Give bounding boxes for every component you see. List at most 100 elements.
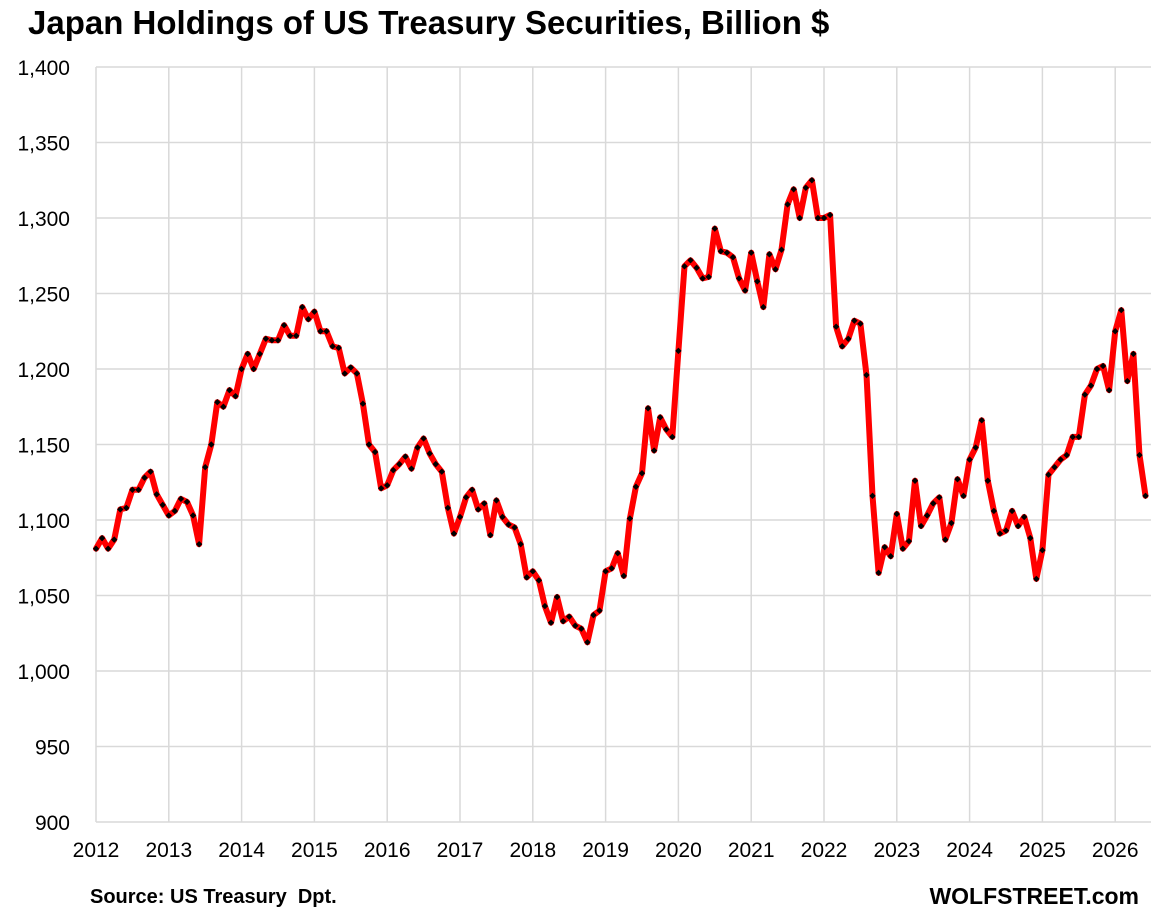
x-tick-label: 2019	[582, 839, 629, 862]
data-point	[111, 536, 118, 543]
data-point	[948, 519, 955, 527]
data-point	[735, 275, 743, 282]
data-point	[305, 315, 312, 323]
data-point	[863, 371, 870, 379]
data-point	[195, 540, 203, 548]
data-point	[1118, 306, 1125, 314]
brand-label: WOLFSTREET.com	[929, 883, 1139, 909]
data-point	[177, 495, 185, 503]
data-point	[541, 602, 549, 610]
data-point	[1057, 456, 1064, 463]
data-point	[796, 214, 803, 222]
x-tick-label: 2023	[873, 839, 920, 862]
data-point	[954, 476, 961, 483]
data-point	[104, 545, 112, 552]
data-point	[250, 365, 257, 373]
data-point	[262, 335, 270, 342]
data-point	[808, 177, 816, 184]
data-point	[990, 507, 998, 515]
data-point	[741, 287, 749, 294]
data-point	[511, 524, 518, 531]
data-point	[1063, 451, 1070, 459]
data-point	[930, 500, 937, 507]
data-point	[371, 448, 379, 456]
data-point	[978, 417, 985, 424]
data-point	[353, 370, 361, 377]
data-point	[1136, 451, 1143, 459]
x-axis-ticks: 2012 2013 2014 2015 2016 2017 2018 2019 2020 2021…	[73, 839, 1139, 862]
data-point	[693, 264, 700, 272]
data-point	[705, 273, 712, 281]
data-point	[171, 507, 179, 515]
data-point	[681, 263, 688, 270]
x-tick-label: 2020	[655, 839, 702, 862]
y-tick-label: 1,200	[17, 359, 70, 382]
data-point	[584, 639, 591, 646]
data-point	[960, 492, 967, 500]
data-point	[189, 512, 197, 519]
data-point	[875, 569, 882, 577]
x-tick-label: 2014	[218, 839, 265, 862]
data-point	[414, 444, 421, 451]
data-point	[899, 545, 907, 552]
data-point	[596, 607, 603, 614]
data-point	[572, 622, 579, 629]
data-point	[717, 248, 725, 255]
data-point	[663, 426, 670, 433]
data-point	[165, 512, 172, 519]
y-tick-label: 1,350	[17, 133, 70, 156]
data-point	[462, 494, 470, 501]
data-point	[1021, 513, 1028, 521]
data-point	[347, 364, 354, 371]
data-point	[602, 568, 609, 575]
y-tick-label: 1,400	[17, 57, 70, 80]
data-point	[365, 441, 373, 448]
data-point	[390, 466, 397, 474]
data-point	[1002, 527, 1010, 534]
y-tick-label: 1,250	[17, 284, 70, 307]
y-tick-label: 950	[35, 737, 70, 760]
data-point	[578, 625, 585, 632]
data-point	[1087, 382, 1095, 389]
data-point	[481, 500, 488, 507]
data-point	[505, 521, 512, 528]
data-point	[220, 403, 227, 410]
data-point	[996, 530, 1004, 537]
data-point	[129, 486, 136, 493]
series-line	[93, 177, 1149, 646]
y-tick-label: 1,100	[17, 510, 70, 533]
data-point	[917, 522, 925, 530]
data-point	[1099, 362, 1107, 370]
data-point	[208, 441, 215, 448]
x-tick-label: 2026	[1092, 839, 1139, 862]
data-point	[857, 320, 864, 327]
data-point	[226, 386, 233, 394]
data-point	[1045, 471, 1052, 478]
data-point	[202, 463, 209, 471]
data-point	[529, 568, 536, 575]
data-point	[487, 531, 494, 539]
data-point	[936, 494, 943, 501]
data-point	[329, 343, 336, 350]
data-point	[335, 344, 342, 352]
data-point	[402, 453, 409, 460]
data-point	[784, 201, 791, 208]
data-point	[1033, 575, 1040, 583]
data-point	[438, 468, 445, 475]
data-point	[845, 335, 852, 342]
data-point	[905, 537, 913, 545]
data-point	[450, 530, 458, 537]
x-tick-label: 2016	[364, 839, 411, 862]
data-point	[1105, 386, 1113, 394]
data-point	[432, 460, 439, 468]
data-point	[614, 550, 621, 557]
data-point	[147, 468, 154, 475]
data-point	[772, 266, 779, 273]
data-point	[420, 435, 427, 442]
data-point	[881, 543, 888, 551]
chart-title: Japan Holdings of US Treasury Securities…	[28, 4, 830, 41]
data-point	[723, 249, 731, 256]
source-note: Source: US Treasury Dpt.	[90, 886, 337, 908]
data-point	[923, 512, 931, 519]
data-point	[790, 186, 797, 193]
